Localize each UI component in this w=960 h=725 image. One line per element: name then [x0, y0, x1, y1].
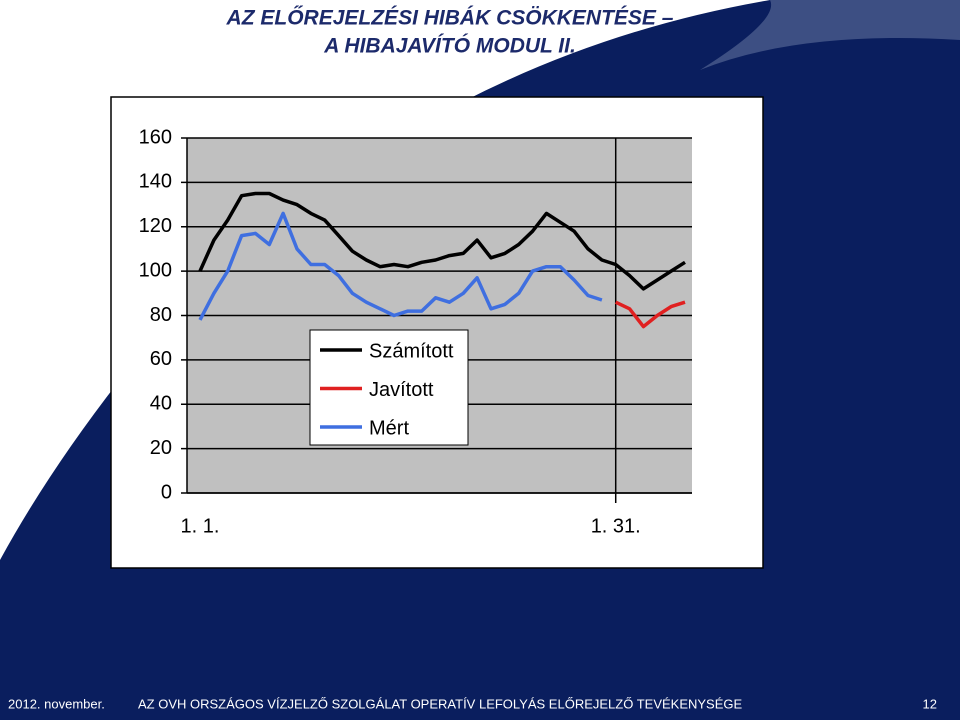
title-line: A HIBAJAVÍTÓ MODUL II.: [323, 34, 576, 58]
y-tick-label: 80: [150, 304, 172, 326]
y-tick-label: 60: [150, 348, 172, 370]
x-tick-label: 1. 31.: [591, 515, 641, 537]
title-line: AZ ELŐREJELZÉSI HIBÁK CSÖKKENTÉSE –: [226, 7, 674, 30]
plot: 0 20 40 60 80 100 120 140 160 1. 1. 1. 31.: [139, 126, 692, 537]
y-tick-label: 20: [150, 437, 172, 459]
series-line: [198, 211, 603, 321]
series-line: [198, 191, 686, 291]
legend-label: Mért: [369, 417, 409, 439]
background-accent: [700, 0, 960, 70]
y-tick-label: 160: [139, 126, 172, 148]
footer-date: 2012. november.: [8, 696, 105, 711]
legend-label: Számított: [369, 340, 454, 362]
x-tick-label: 1. 1.: [181, 515, 220, 537]
footer-text: AZ OVH ORSZÁGOS VÍZJELZŐ SZOLGÁLAT OPERA…: [138, 696, 743, 711]
y-tick-label: 120: [139, 215, 172, 237]
y-tick-label: 140: [139, 171, 172, 193]
legend: Számított Javított Mért: [309, 329, 469, 446]
series-line: [614, 300, 686, 329]
y-tick-label: 40: [150, 393, 172, 415]
y-tick-label: 0: [161, 481, 172, 503]
y-tick-label: 100: [139, 259, 172, 281]
legend-label: Javított: [369, 379, 434, 401]
page-number: 12: [923, 696, 937, 711]
